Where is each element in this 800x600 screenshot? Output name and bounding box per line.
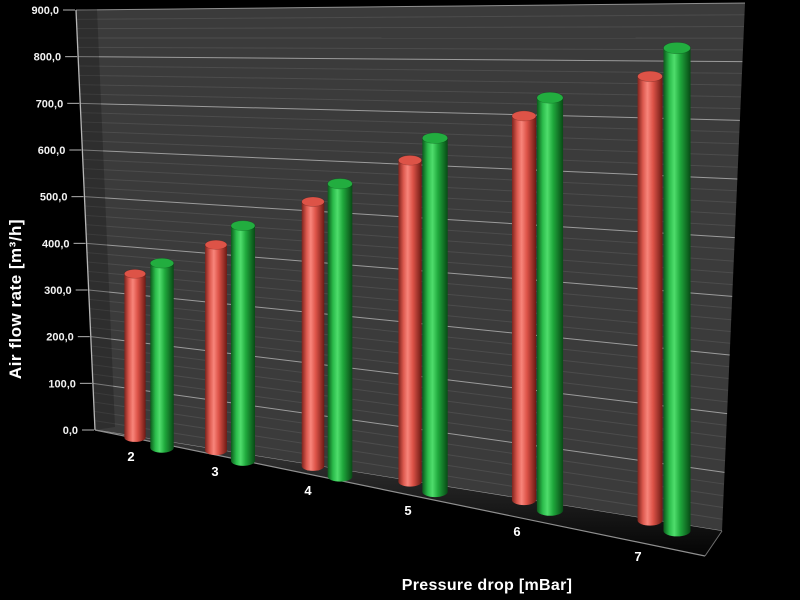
bar-series [124, 42, 691, 537]
bar-green-7 [663, 42, 691, 537]
bar-green-4 [327, 178, 353, 482]
gridline-major [75, 2, 746, 11]
y-tick-label: 100,0 [48, 378, 76, 390]
floor-front-edge [94, 429, 706, 557]
gridline-minor [81, 130, 739, 157]
bar-red-6 [511, 110, 537, 506]
gridline-minor [81, 121, 739, 145]
y-tick-label: 900,0 [31, 5, 59, 17]
bar-green-2 [149, 257, 175, 453]
gridline-minor [76, 25, 744, 30]
x-category-label: 3 [211, 464, 218, 479]
y-axis-title: Air flow rate [m³/h] [6, 219, 25, 379]
y-axis-ticks: 900,0 800,0 700,0 600,0 500,0 400,0 300,0 200,0… [31, 5, 94, 437]
gridline-minor [79, 84, 741, 98]
bar-red-4 [301, 196, 325, 471]
x-category-label: 6 [513, 524, 520, 539]
y-tick-label: 500,0 [40, 192, 68, 204]
bar-green-5 [422, 132, 448, 498]
x-axis-title: Pressure drop [mBar] [402, 577, 573, 594]
y-tick-label: 300,0 [44, 285, 72, 297]
bar-red-5 [398, 155, 422, 487]
y-tick-label: 0,0 [63, 425, 78, 437]
bar-green-6 [536, 91, 564, 516]
y-tick-label: 200,0 [46, 332, 74, 344]
bar-red-3 [204, 239, 228, 456]
x-category-label: 7 [634, 549, 641, 564]
x-category-label: 2 [127, 449, 134, 464]
x-category-label: 4 [304, 483, 312, 498]
y-tick-label: 800,0 [34, 52, 62, 64]
bar-red-2 [124, 269, 146, 442]
gridline-minor [79, 93, 741, 110]
bar-red-7 [637, 70, 663, 526]
y-tick-label: 400,0 [42, 238, 70, 250]
gridline-major [80, 102, 740, 121]
gridline-minor [78, 74, 742, 86]
gridline-minor [81, 140, 738, 168]
y-tick-label: 700,0 [36, 98, 64, 110]
gridline-major [78, 56, 743, 63]
gridline-minor [76, 14, 745, 20]
x-category-labels: 2 3 4 5 6 7 [127, 449, 641, 564]
gridline-minor [80, 112, 740, 133]
bar-green-3 [230, 220, 256, 466]
y-axis-line [75, 9, 96, 431]
x-category-label: 5 [404, 503, 411, 518]
gridline-minor [77, 46, 743, 51]
y-tick-label: 600,0 [38, 145, 66, 157]
left-side-wall-shade [76, 9, 115, 430]
gridline-minor [78, 65, 742, 74]
floor-right-edge [704, 530, 723, 557]
